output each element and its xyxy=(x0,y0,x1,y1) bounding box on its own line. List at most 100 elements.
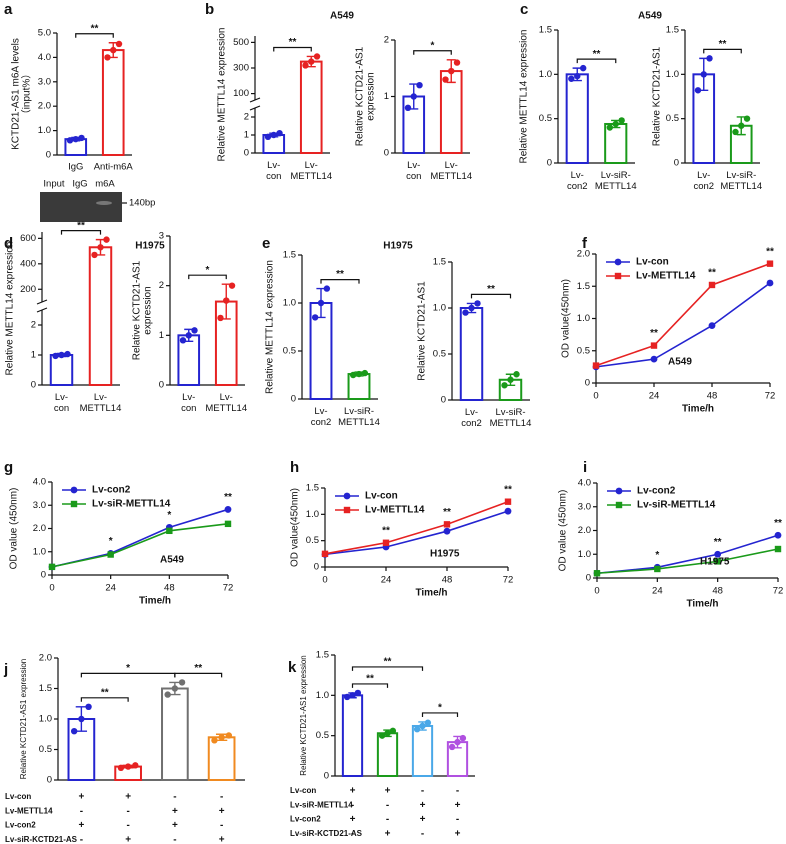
condition-sign: + xyxy=(420,814,426,825)
y-tick-label: 0 xyxy=(586,573,591,584)
condition-sign: + xyxy=(219,835,225,844)
y-tick-label: 0.5 xyxy=(316,730,329,741)
significance-bracket xyxy=(188,274,227,280)
data-point xyxy=(606,124,614,131)
y-axis-label: OD value(450nm) xyxy=(290,488,301,567)
significance-label: ** xyxy=(719,39,727,50)
y-axis-label: OD value (450nm) xyxy=(558,490,569,572)
y-tick-label: 400 xyxy=(20,258,36,269)
x-tick-label: Lv-siR-METTL14 xyxy=(720,170,762,192)
significance-label: ** xyxy=(443,507,451,518)
x-tick-label: IgG xyxy=(68,162,83,173)
condition-sign: - xyxy=(126,806,129,817)
y-tick-label: 1.0 xyxy=(306,509,319,520)
panel-letter: b xyxy=(205,1,214,18)
legend-label: Lv-METTL14 xyxy=(365,505,425,516)
legend-marker xyxy=(615,501,623,509)
data-point xyxy=(706,55,713,62)
significance-label: * xyxy=(655,550,659,561)
data-point xyxy=(308,58,315,65)
bar xyxy=(439,70,463,154)
data-point xyxy=(738,122,745,129)
y-tick-label: 4.0 xyxy=(33,477,46,488)
series-line xyxy=(596,548,779,575)
y-tick-label: 0.5 xyxy=(306,535,319,546)
condition-sign: - xyxy=(386,800,389,811)
data-point xyxy=(104,54,111,61)
x-tick-label: 48 xyxy=(707,391,718,402)
significance-bracket xyxy=(351,666,424,671)
y-tick-label: 3.0 xyxy=(33,500,46,511)
x-tick-label: Lv-METTL14 xyxy=(290,160,332,182)
y-tick-label: 3 xyxy=(159,231,164,242)
significance-label: ** xyxy=(224,492,232,503)
data-point xyxy=(224,520,232,528)
legend-marker xyxy=(70,500,78,508)
panel-letter: c xyxy=(520,1,528,18)
x-tick-label: 0 xyxy=(322,575,327,586)
x-tick-label: 48 xyxy=(712,586,723,597)
legend-marker xyxy=(614,258,622,266)
data-point xyxy=(361,369,369,377)
condition-sign: - xyxy=(80,806,83,817)
y-tick-label: 500 xyxy=(233,37,249,48)
data-point xyxy=(507,376,514,383)
legend-label: Lv-siR-METTL14 xyxy=(92,499,171,510)
x-tick-label: Lv-METTL14 xyxy=(80,392,122,414)
data-point xyxy=(354,689,362,697)
panel-letter: f xyxy=(582,235,588,252)
data-point xyxy=(70,728,78,735)
condition-sign: - xyxy=(456,814,459,825)
y-tick-label: 1.5 xyxy=(306,483,319,494)
y-tick-label: 1.0 xyxy=(316,690,329,701)
data-point xyxy=(382,539,390,546)
condition-sign: - xyxy=(456,786,459,797)
data-point xyxy=(178,679,186,686)
data-point xyxy=(454,738,461,746)
condition-sign: - xyxy=(173,792,176,803)
data-point xyxy=(574,72,581,80)
condition-name: Lv-METTL14 xyxy=(5,806,53,815)
x-tick-label: Lv-siR-METTL14 xyxy=(595,170,637,192)
y-tick-label: 1.5 xyxy=(283,250,296,261)
y-axis-label: Relative KCTD21-AS1 xyxy=(417,281,428,381)
chart-title: H1975 xyxy=(383,241,413,252)
condition-sign: - xyxy=(80,835,83,844)
data-point xyxy=(453,59,461,66)
significance-label: ** xyxy=(382,525,390,536)
x-tick-label: Lv-con xyxy=(266,160,281,182)
x-axis-label: Time/h xyxy=(415,588,447,599)
y-tick-label: 0 xyxy=(31,380,36,391)
data-point xyxy=(654,565,661,573)
y-tick-label: 1 xyxy=(159,330,164,341)
y-axis-label: Relative KCTD21-AS1 xyxy=(132,260,143,360)
x-tick-label: 48 xyxy=(164,583,175,594)
y-tick-label: 3.0 xyxy=(578,501,591,512)
y-tick-label: 1.0 xyxy=(39,714,52,725)
x-tick-label: Lv-METTL14 xyxy=(430,160,472,182)
significance-bracket xyxy=(421,712,459,717)
panel-letter: d xyxy=(4,235,13,252)
y-tick-label: 0.5 xyxy=(539,113,552,124)
significance-bracket xyxy=(273,46,312,52)
data-point xyxy=(700,71,707,78)
data-point xyxy=(694,87,702,94)
series-line xyxy=(324,500,509,555)
x-tick-label: Lv-con xyxy=(181,392,196,414)
y-tick-label: 1.5 xyxy=(666,25,679,36)
data-point xyxy=(166,527,173,535)
y-tick-label: 1.0 xyxy=(433,303,446,314)
y-axis-label: Relative METTL14 expression xyxy=(265,260,276,394)
data-point xyxy=(225,732,233,739)
y-tick-label: 2 xyxy=(31,320,36,331)
condition-sign: - xyxy=(220,820,223,831)
x-tick-label: 0 xyxy=(593,391,598,402)
condition-sign: + xyxy=(78,820,84,831)
y-tick-label: 2.0 xyxy=(38,101,51,112)
y-tick-label: 1.0 xyxy=(577,313,590,324)
significance-label: ** xyxy=(336,269,344,280)
data-point xyxy=(78,134,85,142)
x-tick-label: 72 xyxy=(773,586,784,597)
y-tick-label: 0 xyxy=(244,148,249,159)
series-line xyxy=(51,523,229,568)
